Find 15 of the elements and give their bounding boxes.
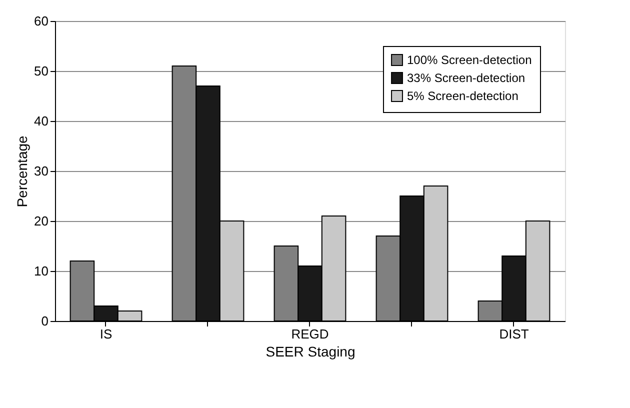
y-tick-label: 10 [34,264,48,278]
y-tick-label: 40 [34,114,48,128]
legend-label: 33% Screen-detection [407,71,526,85]
y-tick-label: 50 [34,64,48,78]
x-tick-label: DIST [499,326,529,342]
legend-label: 5% Screen-detection [407,89,518,103]
x-axis-title: SEER Staging [266,344,356,360]
y-axis-title: Percentage [14,135,30,208]
y-tick-label: 60 [34,14,48,28]
y-tick-label: 30 [34,164,48,178]
x-tick-label: IS [100,326,112,342]
y-tick-label: 20 [34,214,48,228]
legend-label: 100% Screen-detection [407,53,532,67]
x-tick-label: REGD [291,326,329,342]
y-tick-label: 0 [41,314,48,328]
